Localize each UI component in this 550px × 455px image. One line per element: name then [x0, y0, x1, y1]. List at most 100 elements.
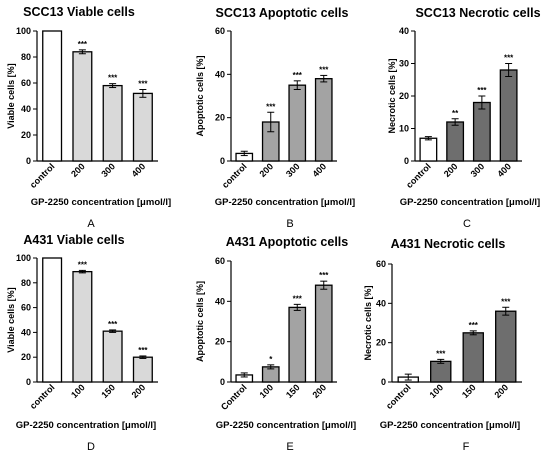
bar-control	[42, 30, 63, 162]
y-tick-label: 40	[21, 327, 31, 337]
y-axis-label: Apoptotic cells [%]	[195, 281, 205, 362]
panel-f: A431 Necrotic cells 0 20 40 60 Necrotic cells…	[363, 237, 522, 453]
bar-200	[132, 356, 153, 383]
panel-title: A431 Apoptotic cells	[226, 235, 349, 249]
x-tick-label: 300	[99, 161, 117, 179]
significance-marker: ***	[293, 294, 303, 303]
x-tick-label: 150	[99, 382, 117, 400]
y-axis-label: Viable cells [%]	[6, 63, 16, 128]
y-tick-label: 60	[21, 303, 31, 313]
panel-e: A431 Apoptotic cells 0 20 40 60 Apoptotic cel…	[195, 235, 356, 453]
panel-a: SCC13 Viable cells 0 20 40 60 80 100 Viable cel…	[6, 5, 171, 230]
bar-100	[72, 270, 93, 383]
bar-300	[472, 101, 491, 162]
y-tick-label: 0	[220, 377, 225, 387]
significance-marker: ***	[293, 71, 303, 80]
y-tick-label: 80	[21, 278, 31, 288]
x-axis-label: GP-2250 concentration [μmol/l]	[31, 197, 171, 208]
y-tick-label: 0	[381, 377, 386, 387]
y-tick-label: 0	[26, 156, 31, 166]
panel-d: A431 Viable cells 0 20 40 60 80 100 Viable cell…	[6, 233, 158, 453]
y-tick-label: 30	[399, 59, 409, 69]
significance-marker: ***	[319, 65, 329, 74]
panel-letter: D	[87, 441, 95, 453]
bar-200	[314, 284, 333, 383]
significance-marker: ***	[319, 271, 329, 280]
bar-200	[446, 121, 465, 162]
significance-marker: ***	[469, 321, 479, 330]
y-tick-label: 40	[215, 296, 225, 306]
y-tick-label: 20	[215, 113, 225, 123]
significance-marker: ***	[501, 297, 511, 306]
bar-200	[495, 310, 517, 383]
x-tick-label: 100	[257, 382, 275, 400]
panel-letter: A	[87, 218, 95, 230]
y-tick-label: 60	[21, 78, 31, 88]
bar-100	[430, 360, 452, 383]
y-tick-label: 40	[21, 104, 31, 114]
y-tick-label: 0	[220, 156, 225, 166]
y-tick-label: 0	[26, 377, 31, 387]
y-tick-label: 20	[376, 338, 386, 348]
y-tick-label: 40	[399, 26, 409, 36]
significance-marker: ***	[78, 40, 88, 49]
x-tick-label: control	[28, 382, 57, 411]
panel-title: SCC13 Apoptotic cells	[216, 6, 349, 20]
panel-c: SCC13 Necrotic cells 0 10 20 30 40 Necrotic ce…	[387, 6, 541, 230]
x-tick-label: 400	[310, 161, 328, 179]
bar-400	[132, 92, 153, 162]
significance-marker: ***	[138, 346, 148, 355]
panel-letter: F	[463, 441, 470, 453]
x-axis-label: GP-2250 concentration [μmol/l]	[380, 420, 520, 431]
y-tick-label: 20	[21, 130, 31, 140]
y-tick-label: 0	[404, 156, 409, 166]
significance-marker: ***	[504, 54, 514, 63]
panel-title: A431 Necrotic cells	[391, 237, 506, 251]
y-tick-label: 20	[21, 352, 31, 362]
y-tick-label: 40	[215, 69, 225, 79]
y-tick-label: 20	[399, 91, 409, 101]
x-axis-label: GP-2250 concentration [μmol/l]	[216, 420, 356, 431]
x-tick-label: 300	[284, 161, 302, 179]
significance-marker: ***	[108, 74, 118, 83]
x-tick-label: 200	[130, 382, 148, 400]
panel-title: SCC13 Viable cells	[23, 5, 135, 19]
x-tick-label: control	[384, 382, 413, 411]
x-axis-label: GP-2250 concentration [μmol/l]	[400, 197, 540, 208]
significance-marker: *	[269, 355, 273, 364]
bar-150	[102, 330, 123, 383]
bar-control	[42, 257, 63, 383]
bar-400	[499, 69, 518, 162]
y-tick-label: 100	[16, 26, 31, 36]
panel-letter: C	[463, 218, 471, 230]
bar-300	[102, 84, 123, 162]
panel-title: A431 Viable cells	[23, 233, 124, 247]
y-tick-label: 20	[215, 337, 225, 347]
y-axis-label: Necrotic cells [%]	[363, 285, 373, 360]
x-tick-label: 200	[492, 382, 510, 400]
significance-marker: ***	[138, 80, 148, 89]
significance-marker: ***	[266, 102, 276, 111]
x-tick-label: 400	[495, 161, 513, 179]
y-tick-label: 40	[376, 298, 386, 308]
bar-400	[314, 78, 333, 162]
panel-letter: E	[286, 441, 293, 453]
significance-marker: **	[452, 109, 459, 118]
x-tick-label: 200	[69, 161, 87, 179]
y-axis-label: Apoptotic cells [%]	[195, 55, 205, 136]
significance-marker: ***	[477, 86, 487, 95]
panel-title: SCC13 Necrotic cells	[415, 6, 540, 20]
x-tick-label: 200	[257, 161, 275, 179]
bar-150	[462, 332, 484, 383]
x-tick-label: 200	[442, 161, 460, 179]
x-tick-label: 300	[469, 161, 487, 179]
x-tick-label: 150	[284, 382, 302, 400]
bar-control	[419, 137, 438, 162]
significance-marker: ***	[108, 320, 118, 329]
x-tick-label: control	[28, 161, 57, 190]
panel-letter: B	[286, 218, 293, 230]
significance-marker: ***	[78, 260, 88, 269]
y-tick-label: 100	[16, 253, 31, 263]
y-tick-label: 60	[215, 26, 225, 36]
